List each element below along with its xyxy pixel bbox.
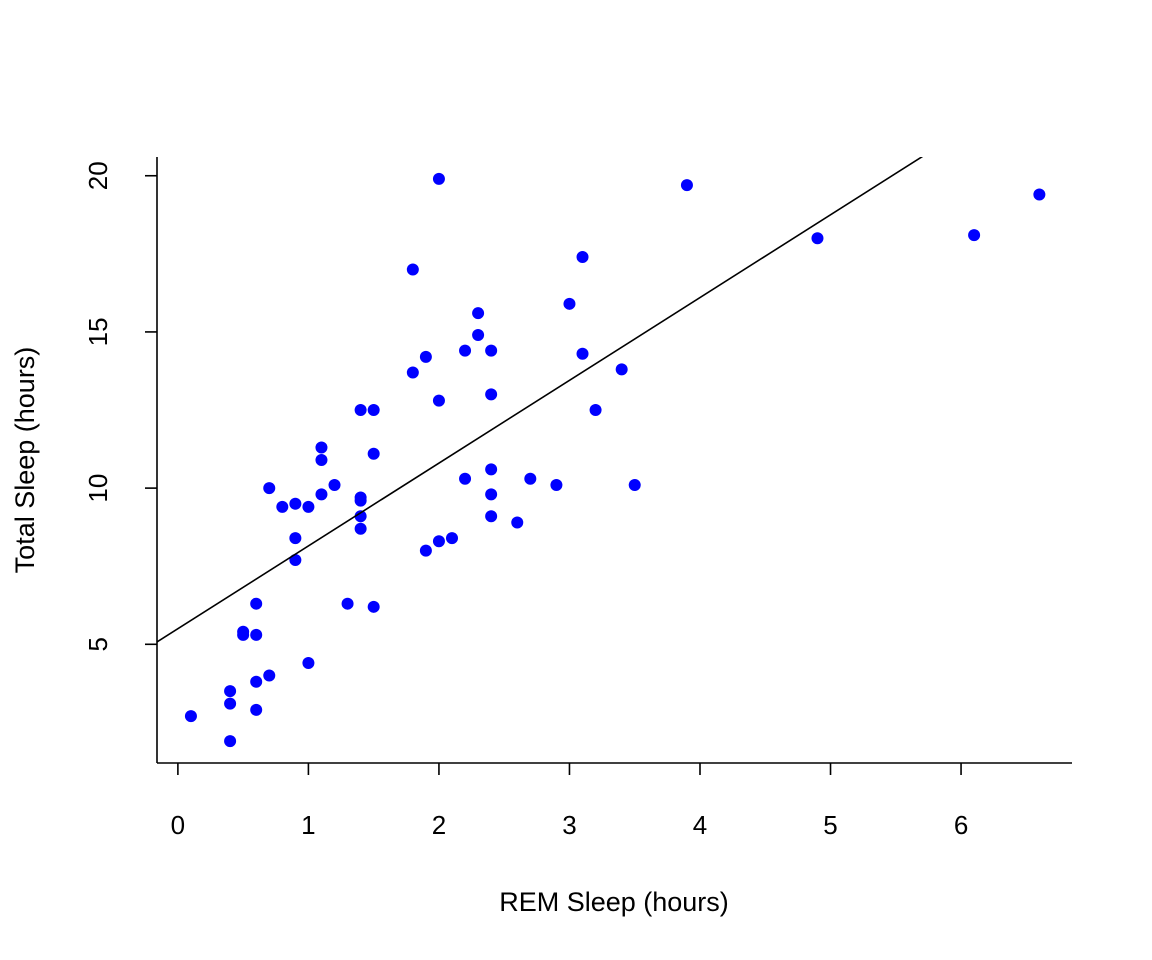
data-point — [576, 250, 589, 263]
x-tick-label: 4 — [693, 810, 707, 840]
data-point — [485, 488, 498, 501]
x-tick-label: 0 — [171, 810, 185, 840]
data-point — [237, 625, 250, 638]
y-axis-ticks: 5 10 15 20 — [83, 161, 157, 652]
y-tick-label: 20 — [83, 161, 113, 190]
data-point — [406, 263, 419, 276]
data-point — [472, 307, 485, 320]
data-point — [485, 510, 498, 523]
data-point — [563, 297, 576, 310]
data-point — [367, 447, 380, 460]
data-point — [445, 532, 458, 545]
data-point — [1033, 188, 1046, 201]
y-tick-label: 15 — [83, 317, 113, 346]
data-point — [419, 544, 432, 557]
x-tick-label: 3 — [562, 810, 576, 840]
x-tick-label: 6 — [954, 810, 968, 840]
data-point — [419, 350, 432, 363]
data-point — [589, 404, 602, 417]
data-point — [276, 500, 289, 513]
data-point — [289, 532, 302, 545]
data-point — [628, 478, 641, 491]
data-point — [263, 669, 276, 682]
data-point — [354, 491, 367, 504]
x-axis-ticks: 0 1 2 3 4 5 6 — [171, 763, 968, 840]
data-point — [250, 628, 263, 641]
data-point — [263, 482, 276, 495]
data-point — [367, 404, 380, 417]
data-point — [224, 735, 237, 748]
data-point — [184, 710, 197, 723]
data-point — [315, 488, 328, 501]
data-point — [315, 454, 328, 466]
data-point — [289, 497, 302, 510]
x-axis-title: REM Sleep (hours) — [499, 887, 729, 917]
data-point — [315, 441, 328, 454]
data-point — [224, 697, 237, 710]
data-point — [485, 388, 498, 401]
data-point — [406, 366, 419, 379]
data-point — [968, 229, 981, 242]
data-point — [432, 535, 445, 548]
data-point — [367, 600, 380, 613]
y-axis-title: Total Sleep (hours) — [10, 347, 40, 574]
y-tick-label: 5 — [83, 637, 113, 651]
data-point — [328, 478, 341, 491]
data-point — [341, 597, 354, 610]
y-tick-label: 10 — [83, 474, 113, 503]
data-point — [511, 516, 524, 529]
data-point — [576, 347, 589, 360]
regression-line — [157, 157, 924, 643]
data-point — [485, 344, 498, 357]
data-point — [354, 510, 367, 523]
data-point — [354, 522, 367, 535]
data-point — [524, 472, 537, 485]
data-point — [302, 657, 315, 670]
data-point — [459, 344, 472, 357]
data-point — [811, 232, 824, 245]
data-point — [354, 404, 367, 417]
data-point — [250, 675, 263, 688]
data-point — [250, 597, 263, 610]
data-point — [680, 179, 693, 192]
data-point — [550, 478, 563, 491]
data-point — [432, 394, 445, 407]
points-layer — [184, 172, 1046, 748]
data-point — [472, 329, 485, 342]
x-tick-label: 5 — [823, 810, 837, 840]
data-point — [485, 463, 498, 476]
data-point — [289, 553, 302, 566]
data-point — [432, 172, 445, 185]
data-point — [250, 703, 263, 716]
data-point — [302, 500, 315, 513]
data-point — [615, 363, 628, 376]
x-tick-label: 2 — [432, 810, 446, 840]
data-point — [459, 472, 472, 485]
x-tick-label: 1 — [301, 810, 315, 840]
data-point — [224, 685, 237, 698]
